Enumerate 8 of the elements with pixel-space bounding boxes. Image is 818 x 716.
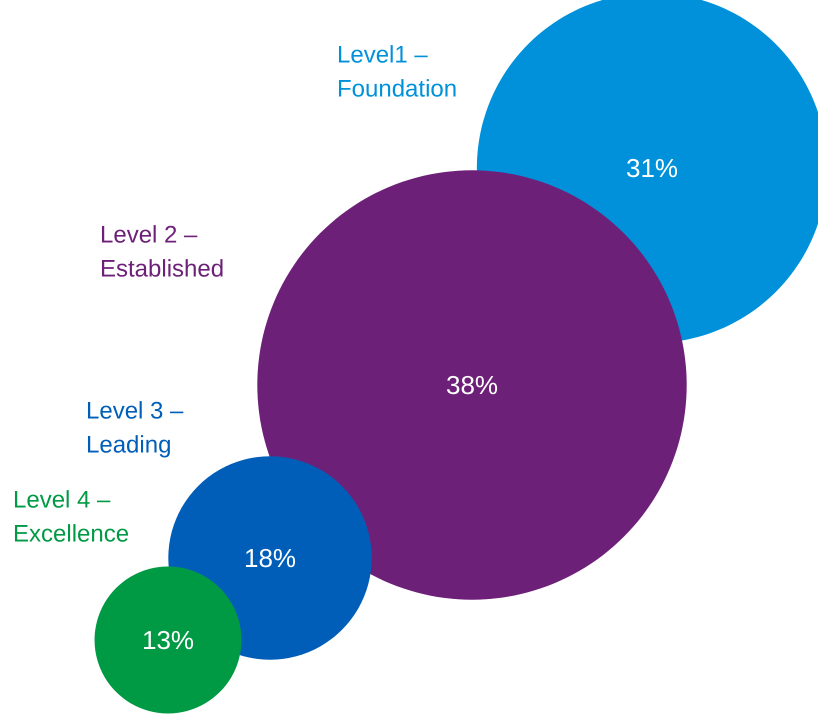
data-label: 31% xyxy=(626,153,678,183)
data-label: 38% xyxy=(446,370,498,400)
category-label: Level 2 – Established xyxy=(100,222,224,282)
data-label: 18% xyxy=(244,543,296,573)
category-label: Level 4 – Excellence xyxy=(13,486,130,548)
data-label: 13% xyxy=(142,625,194,655)
category-label: Level 3 – Leading xyxy=(86,398,190,458)
category-label: Level1 – Foundation xyxy=(337,42,458,102)
